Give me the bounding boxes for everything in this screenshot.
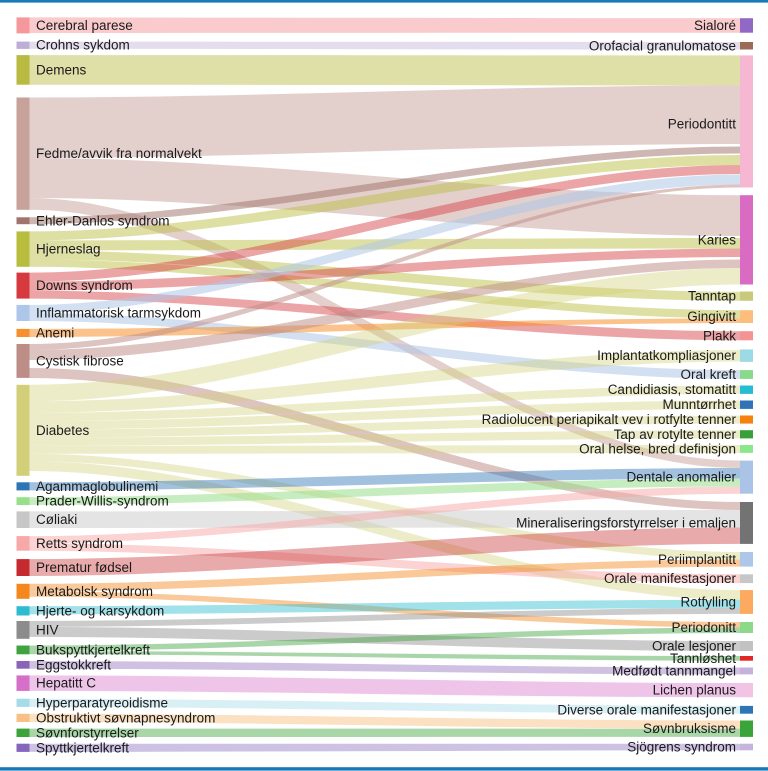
svg-text:Spyttkjertelkreft: Spyttkjertelkreft	[36, 740, 129, 755]
svg-text:Tanntap: Tanntap	[688, 289, 736, 304]
svg-text:Implantatkompliasjoner: Implantatkompliasjoner	[597, 348, 736, 363]
svg-text:Diabetes: Diabetes	[36, 423, 90, 438]
svg-text:Søvnbruksisme: Søvnbruksisme	[643, 721, 736, 736]
svg-text:Diverse orale manifestasjoner: Diverse orale manifestasjoner	[557, 702, 736, 717]
svg-text:Søvnforstyrrelser: Søvnforstyrrelser	[36, 725, 139, 740]
svg-text:Munntørrhet: Munntørrhet	[662, 397, 736, 412]
svg-text:Inflammatorisk tarmsykdom: Inflammatorisk tarmsykdom	[36, 305, 201, 320]
svg-text:Karies: Karies	[698, 232, 737, 247]
svg-text:Oral helse, bred definisjon: Oral helse, bred definisjon	[579, 441, 736, 456]
svg-text:Orale manifestasjoner: Orale manifestasjoner	[604, 571, 737, 586]
svg-text:Downs syndrom: Downs syndrom	[36, 278, 133, 293]
svg-text:Medfødt tannmangel: Medfødt tannmangel	[612, 664, 736, 679]
svg-text:Periodontitt: Periodontitt	[668, 117, 737, 132]
svg-text:Gingivitt: Gingivitt	[687, 309, 736, 324]
svg-text:Prematur fødsel: Prematur fødsel	[36, 560, 132, 575]
svg-text:Cerebral parese: Cerebral parese	[36, 18, 133, 33]
svg-text:Anemi: Anemi	[36, 325, 74, 340]
svg-text:Demens: Demens	[36, 62, 87, 77]
svg-text:Sjögrens syndrom: Sjögrens syndrom	[627, 740, 736, 755]
svg-text:Plakk: Plakk	[703, 328, 736, 343]
svg-text:Periodonitt: Periodonitt	[671, 620, 736, 635]
svg-text:Dentale anomalier: Dentale anomalier	[626, 470, 736, 485]
svg-text:Cøliaki: Cøliaki	[36, 512, 77, 527]
svg-text:Cystisk fibrose: Cystisk fibrose	[36, 353, 124, 368]
svg-text:Mineraliseringsforstyrrelser i: Mineraliseringsforstyrrelser i emaljen	[516, 516, 736, 531]
svg-text:Hjerneslag: Hjerneslag	[36, 242, 101, 257]
svg-text:Sialoré: Sialoré	[694, 18, 736, 33]
svg-text:Candidiasis, stomatitt: Candidiasis, stomatitt	[608, 382, 737, 397]
svg-text:Hepatitt C: Hepatitt C	[36, 676, 96, 691]
svg-text:Ehler-Danlos syndrom: Ehler-Danlos syndrom	[36, 213, 170, 228]
svg-text:Orale lesjoner: Orale lesjoner	[652, 639, 737, 654]
svg-text:Oral kreft: Oral kreft	[680, 367, 736, 382]
svg-text:Eggstokkreft: Eggstokkreft	[36, 657, 111, 672]
svg-text:Bukspyttkjertelkreft: Bukspyttkjertelkreft	[36, 642, 150, 657]
svg-text:Periimplantitt: Periimplantitt	[658, 552, 736, 567]
svg-text:HIV: HIV	[36, 622, 59, 637]
svg-text:Lichen planus: Lichen planus	[653, 683, 737, 698]
svg-text:Hyperparatyreoidisme: Hyperparatyreoidisme	[36, 695, 168, 710]
svg-text:Obstruktivt søvnapnesyndrom: Obstruktivt søvnapnesyndrom	[36, 710, 215, 725]
svg-text:Tannløshet: Tannløshet	[670, 651, 736, 666]
svg-text:Agammaglobulinemi: Agammaglobulinemi	[36, 479, 158, 494]
svg-text:Metabolsk syndrom: Metabolsk syndrom	[36, 584, 153, 599]
svg-text:Rotfylling: Rotfylling	[680, 595, 736, 610]
svg-text:Radiolucent periapikalt vev i: Radiolucent periapikalt vev i rotfylte t…	[482, 412, 737, 427]
svg-text:Tap av rotylte tenner: Tap av rotylte tenner	[614, 427, 737, 442]
svg-text:Hjerte- og karsykdom: Hjerte- og karsykdom	[36, 603, 164, 618]
svg-text:Fedme/avvik fra normalvekt: Fedme/avvik fra normalvekt	[36, 146, 202, 161]
svg-text:Prader-Willis-syndrom: Prader-Willis-syndrom	[36, 494, 169, 509]
svg-text:Retts syndrom: Retts syndrom	[36, 536, 123, 551]
svg-text:Orofacial granulomatose: Orofacial granulomatose	[589, 38, 736, 53]
svg-text:Crohns sykdom: Crohns sykdom	[36, 38, 130, 53]
